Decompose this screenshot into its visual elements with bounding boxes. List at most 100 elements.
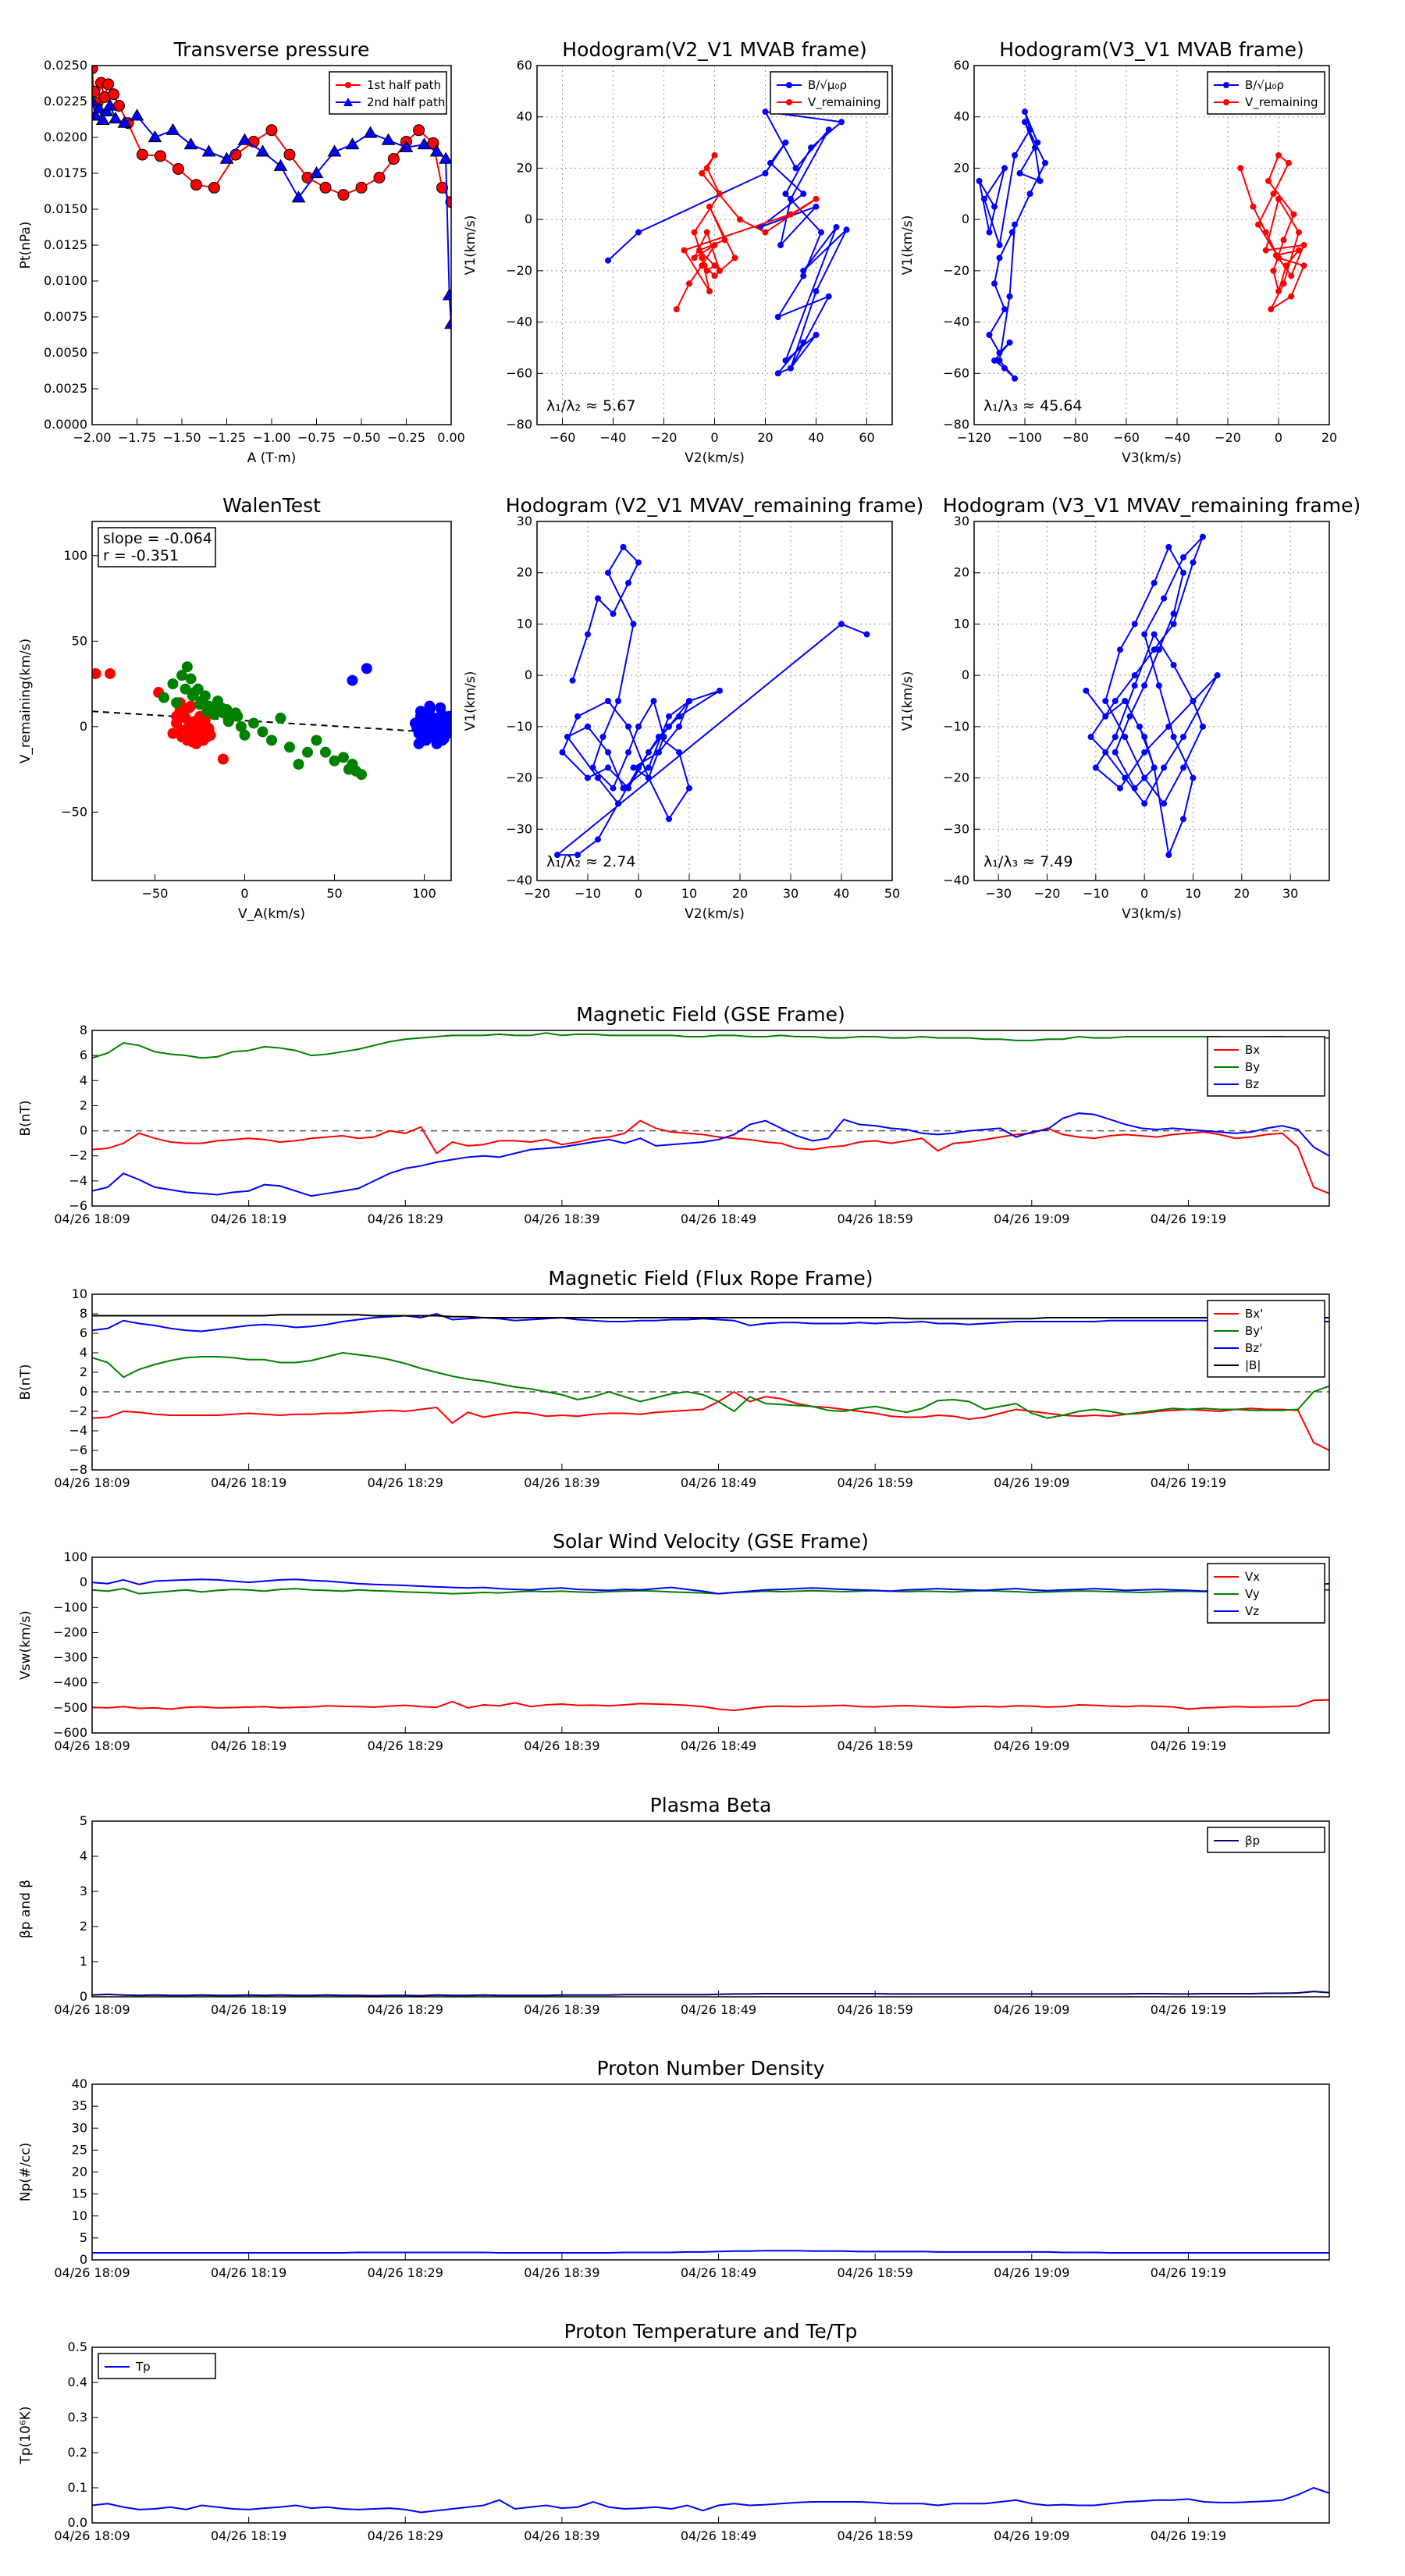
- bgse-legend-label: Bx: [1245, 1043, 1260, 1057]
- hodo_v3v1_mvab-annotation: λ₁/λ₃ ≈ 45.64: [984, 397, 1083, 415]
- transverse-series-1-point: [291, 190, 306, 203]
- hodo_v3v1_mvab-xtick-label: −100: [1008, 430, 1042, 445]
- hodo_v3v1_mvav-frame: [973, 521, 1330, 881]
- hodo_v2v1_mvav-xtick-label: −20: [524, 886, 550, 901]
- hodo_v3v1_mvav-series-0-point: [1112, 698, 1119, 704]
- hodo_v2v1_mvab-series-0-point: [792, 165, 799, 172]
- np-xtick-label: 04/26 18:19: [211, 2265, 286, 2280]
- transverse-series-0-point: [154, 150, 166, 162]
- tp-xtick-label: 04/26 18:29: [368, 2528, 443, 2543]
- hodo_v2v1_mvab-series-1-point: [703, 165, 710, 172]
- beta-xtick-label: 04/26 19:19: [1151, 2002, 1226, 2017]
- hodo_v3v1_mvav-series-0-point: [1151, 579, 1158, 586]
- hodo_v3v1_mvab-series-1-point: [1296, 247, 1302, 254]
- beta-frame: [91, 1820, 1330, 1998]
- hodo_v2v1_mvab-legend: [770, 71, 888, 115]
- hodo_v2v1_mvav-series-0-point: [625, 723, 631, 730]
- hodo_v2v1_mvab-ylabel: V1(km/s): [463, 215, 478, 276]
- bgse-xtick-label: 04/26 18:59: [838, 1212, 913, 1226]
- walen-series-2-point: [361, 663, 372, 674]
- hodo_v3v1_mvab-legend-marker: [1223, 99, 1229, 105]
- vsw-series-0-line: [92, 1699, 1329, 1712]
- transverse-series-0-point: [92, 85, 100, 98]
- hodo_v3v1_mvav-series-0-point: [1126, 713, 1133, 720]
- bgse-xtick-label: 04/26 18:49: [681, 1212, 756, 1226]
- transverse-ytick-label: 0.0150: [44, 201, 87, 216]
- hodo_v3v1_mvav-series-0-point: [1199, 533, 1206, 540]
- walen-series-1-point: [232, 710, 244, 722]
- hodo_v2v1_mvav-series-0-point: [610, 610, 617, 617]
- hodo_v2v1_mvab-series-1-line: [675, 155, 817, 310]
- hodo_v2v1_mvab-legend-marker: [786, 99, 792, 105]
- vsw-ytick-label: −600: [53, 1725, 87, 1740]
- walen-series-0-point: [92, 667, 101, 679]
- hodo_v3v1_mvab-series-0-point: [996, 357, 1003, 364]
- hodo_v3v1_mvav-series-0-point: [1199, 723, 1206, 730]
- hodo_v3v1_mvab-series-1-point: [1288, 272, 1295, 279]
- bgse-frame: [91, 1030, 1330, 1207]
- hodo_v3v1_mvab-series-1-point: [1262, 229, 1269, 236]
- transverse-legend-label: 1st half path: [367, 78, 441, 92]
- walen-xlabel: V_A(km/s): [238, 906, 305, 922]
- hodo_v3v1_mvab-series-0-point: [1026, 126, 1033, 133]
- tp-ylabel: Tp(10⁶K): [18, 2406, 34, 2464]
- hodo_v3v1_mvab-series-1-point: [1268, 306, 1275, 313]
- hodo_v2v1_mvab-series-0-point: [813, 203, 820, 210]
- hodo_v2v1_mvav-series-0-point: [625, 785, 631, 792]
- hodo_v3v1_mvab-ytick-label: −20: [943, 263, 969, 278]
- transverse-ytick-label: 0.0200: [44, 130, 87, 144]
- walen-series-1-point: [239, 729, 251, 741]
- transverse-series-1-point: [237, 133, 252, 145]
- vsw-xtick-label: 04/26 19:09: [994, 1738, 1069, 1753]
- hodo_v2v1_mvav-series-0-point: [666, 816, 672, 823]
- bgse-panel: 04/26 18:09 04/26 18:19 04/26 18:29 04/26 1…: [18, 1003, 1330, 1226]
- vsw-ytick-label: −400: [53, 1675, 87, 1690]
- np-ytick-label: 15: [72, 2186, 87, 2201]
- beta-ytick-label: 3: [80, 1884, 87, 1898]
- hodo_v3v1_mvab-series-0-point: [991, 357, 998, 364]
- walen-series-1-point: [266, 735, 277, 746]
- hodo_v3v1_mvav-series-0-point: [1151, 646, 1158, 653]
- hodo_v3v1_mvab-series-0-point: [1001, 306, 1008, 313]
- bfr-title: Magnetic Field (Flux Rope Frame): [548, 1267, 873, 1290]
- hodo_v2v1_mvav-series-0-point: [599, 734, 606, 740]
- vsw-ytick-label: −300: [53, 1650, 87, 1665]
- hodo_v2v1_mvab-series-0-point: [800, 267, 807, 274]
- hodo_v2v1_mvab-series-0-point: [767, 159, 774, 166]
- hodo_v2v1_mvab-xtick-label: −60: [550, 430, 576, 445]
- hodo_v3v1_mvav-series-0-point: [1141, 682, 1148, 689]
- hodo_v3v1_mvav-series-0-point: [1155, 682, 1162, 689]
- hodo_v3v1_mvab-series-0-point: [1012, 152, 1018, 158]
- hodo_v2v1_mvab-ytick-label: 20: [517, 160, 532, 175]
- hodo_v2v1_mvav-xtick-label: 30: [783, 886, 799, 901]
- hodo_v3v1_mvab-series-1-point: [1275, 288, 1282, 295]
- hodo_v3v1_mvab-series-1-point: [1272, 252, 1279, 259]
- hodo_v3v1_mvav-series-0-point: [1122, 734, 1129, 740]
- beta-ytick-label: 1: [80, 1954, 87, 1969]
- transverse-series-1-point: [399, 140, 414, 152]
- hodo_v3v1_mvab-series-0-point: [1022, 109, 1028, 116]
- hodo_v2v1_mvab-series-0-point: [762, 170, 769, 176]
- transverse-series-1-point: [363, 126, 378, 138]
- walen-series-2-point: [424, 700, 436, 712]
- hodo_v3v1_mvav-series-0-point: [1141, 774, 1148, 781]
- hodo_v2v1_mvab-series-1-point: [673, 306, 680, 313]
- np-ytick-label: 25: [72, 2142, 87, 2157]
- hodo_v3v1_mvab-panel: −120 −100 −80 −60 −40 −20 0 20 −80 −60 −40 −20 0 20 40…: [900, 38, 1337, 466]
- hodo_v3v1_mvab-series-1-point: [1275, 195, 1282, 202]
- hodo_v3v1_mvav-ytick-label: −40: [943, 873, 969, 888]
- hodo_v3v1_mvab-legend: [1207, 71, 1325, 115]
- transverse-series-0-point: [190, 179, 202, 191]
- beta-xtick-label: 04/26 18:19: [211, 2002, 286, 2017]
- hodo_v2v1_mvav-series-0-point: [717, 687, 723, 694]
- hodo_v2v1_mvav-xtick-label: 50: [884, 886, 900, 901]
- hodo_v2v1_mvab-series-1-point: [717, 267, 723, 274]
- walen-xtick-label: 0: [240, 886, 248, 901]
- walen-ylabel: V_remaining(km/s): [18, 639, 34, 763]
- hodo_v2v1_mvab-legend-label: V_remaining: [808, 95, 881, 110]
- bgse-ylabel: B(nT): [18, 1100, 34, 1136]
- hodo_v2v1_mvav-xtick-label: 10: [681, 886, 697, 901]
- walen-series-1-point: [338, 752, 349, 763]
- hodo_v3v1_mvav-series-0-point: [1131, 621, 1138, 628]
- hodo_v2v1_mvab-series-1-point: [706, 203, 713, 210]
